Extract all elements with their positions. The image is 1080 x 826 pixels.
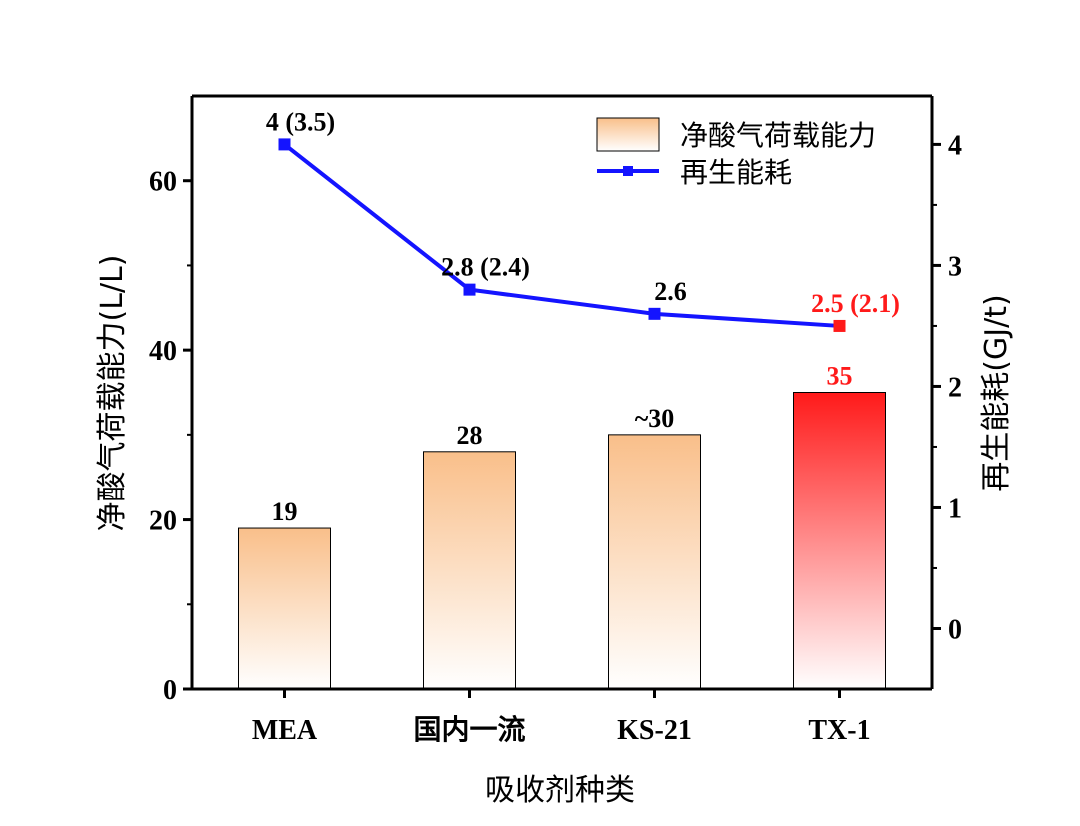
bar-TX-1 (793, 392, 886, 690)
y-tick-label-right: 2 (948, 372, 962, 403)
y-tick-label-left: 20 (149, 506, 177, 537)
bar-MEA (238, 527, 331, 690)
y-tick-label-right: 1 (948, 493, 962, 524)
line-point (833, 319, 846, 332)
x-axis-title: 吸收剂种类 (485, 773, 635, 808)
y-tick-label-left: 40 (149, 336, 177, 367)
x-category-label: 国内一流 (413, 714, 525, 746)
y-axis-title-left: 净酸气荷载能力(L/L) (95, 255, 130, 532)
legend-label-bar: 净酸气荷载能力 (680, 119, 876, 152)
y-axis-title-right: 再生能耗(GJ/t) (979, 294, 1014, 491)
series-line-regeneration (283, 142, 840, 328)
legend-swatch-bar (596, 117, 660, 152)
line-value-label: 2.8 (2.4) (441, 253, 530, 282)
x-category-label: MEA (252, 715, 318, 746)
legend: 净酸气荷载能力 再生能耗 (596, 117, 876, 189)
y-tick-label-left: 60 (149, 167, 177, 198)
x-category-label: TX-1 (808, 715, 870, 746)
line-value-label: 4 (3.5) (266, 107, 335, 136)
labels-layer: 19 28 ~30 35 4 (3.5) 2.8 (2.4) 2.6 2.5 (2.1) (266, 107, 900, 526)
bar-value-label: ~30 (635, 404, 675, 433)
y-tick-label-right: 0 (948, 614, 962, 645)
line-layer (278, 138, 846, 332)
line-value-label: 2.5 (2.1) (811, 289, 900, 318)
line-point (648, 307, 661, 320)
legend-swatch-marker (623, 166, 633, 176)
bar-国内一流 (423, 451, 516, 690)
bar-value-label: 28 (457, 421, 483, 450)
bar-KS-21 (608, 434, 701, 690)
line-point (463, 283, 476, 296)
y-tick-label-right: 3 (948, 251, 962, 282)
y-tick-label-right: 4 (948, 130, 962, 161)
axes-layer: 0 20 40 60 0 1 2 3 4 MEA 国内一流 KS-21 TX-1 (149, 94, 962, 746)
line-value-label: 2.6 (654, 277, 687, 306)
x-category-label: KS-21 (617, 715, 692, 746)
bars-layer (238, 392, 886, 690)
line-point (278, 138, 291, 151)
bar-value-label: 35 (827, 362, 853, 391)
bar-value-label: 19 (272, 497, 298, 526)
legend-label-line: 再生能耗 (680, 156, 792, 189)
y-tick-label-left: 0 (163, 675, 177, 706)
